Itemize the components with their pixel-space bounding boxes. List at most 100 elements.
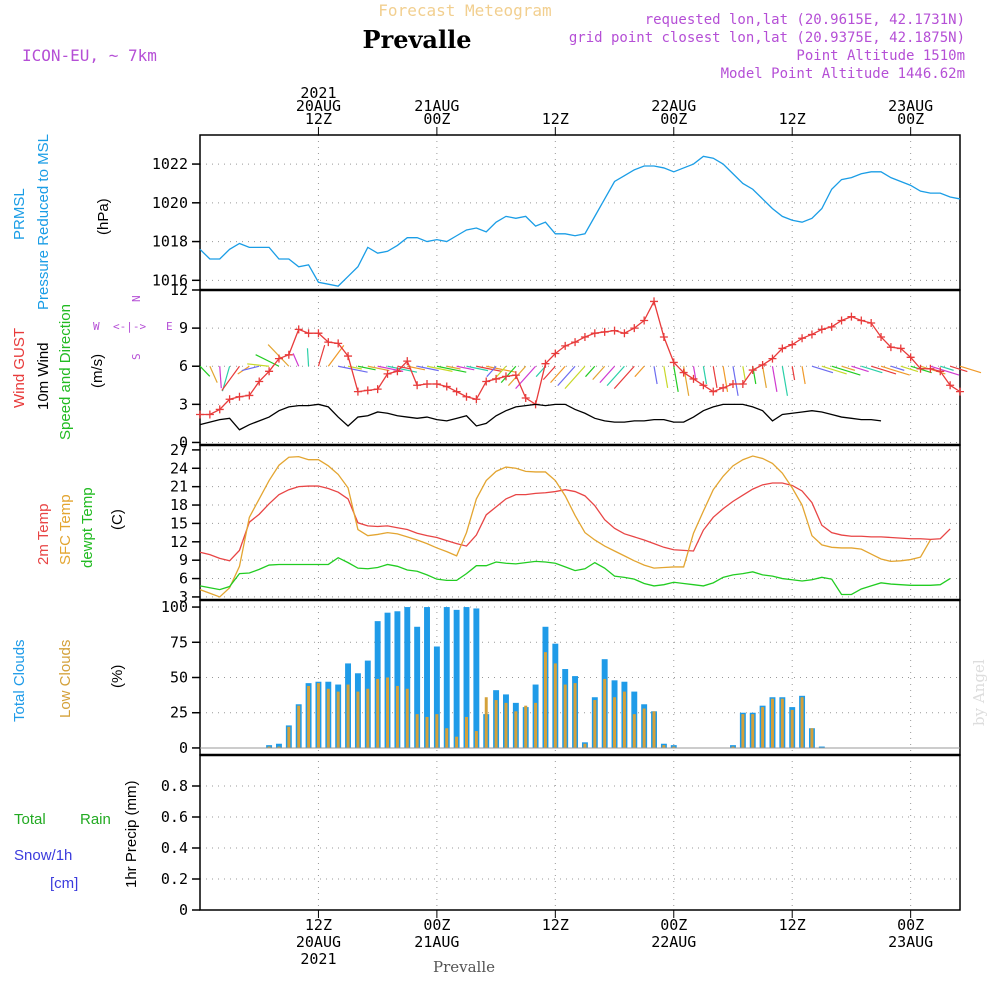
wind-arrow xyxy=(663,366,669,389)
compass-w: W xyxy=(93,320,100,333)
low-cloud-bar xyxy=(800,697,804,748)
gust-marker xyxy=(916,364,925,373)
compass-n: N xyxy=(130,295,143,302)
low-cloud-bar xyxy=(405,688,409,748)
time-label-bottom: 12Z xyxy=(542,916,569,934)
gust-marker xyxy=(689,374,698,383)
wind-speed-line xyxy=(199,403,882,431)
low-cloud-bar xyxy=(652,711,656,748)
gust-marker xyxy=(709,387,718,396)
gust-marker xyxy=(610,326,619,335)
wind-arrow xyxy=(712,366,718,389)
10m-wind-label: 10m Wind xyxy=(35,342,52,410)
total-clouds-label: Total Clouds xyxy=(11,639,28,722)
pressure-label: Pressure Reduced to MSL xyxy=(35,134,52,310)
low-cloud-bar xyxy=(780,698,784,748)
wind-arrow xyxy=(357,365,376,371)
low-cloud-bar xyxy=(622,691,626,748)
gust-marker xyxy=(837,316,846,325)
low-cloud-bar xyxy=(277,746,281,748)
y-tick-label: 0 xyxy=(179,739,188,757)
gust-marker xyxy=(659,333,668,342)
low-cloud-bar xyxy=(386,677,390,748)
wind-arrow xyxy=(791,366,796,381)
wind-arrow xyxy=(870,365,897,375)
y-tick-label: 6 xyxy=(179,357,188,375)
ms-unit: (m/s) xyxy=(89,354,106,388)
compass-rose: N W E S <-|-> xyxy=(93,295,173,360)
panel-frame xyxy=(199,754,961,911)
y-tick-label: 3 xyxy=(179,588,188,606)
wind-arrow xyxy=(247,363,270,367)
gust-marker xyxy=(926,364,935,373)
y-tick-label: 1020 xyxy=(152,194,188,212)
total-cloud-bar xyxy=(424,607,430,748)
gust-marker xyxy=(492,374,501,383)
wind-arrow xyxy=(930,365,960,376)
gust-marker xyxy=(728,380,737,389)
low-cloud-bar xyxy=(790,709,794,748)
wind-arrow xyxy=(949,365,968,373)
low-cloud-bar xyxy=(346,684,350,748)
y-tick-label: 0.8 xyxy=(161,777,188,795)
gust-marker xyxy=(580,333,589,342)
hpa-unit: (hPa) xyxy=(95,198,112,235)
low-cloud-bar xyxy=(741,714,745,748)
total-cloud-bar xyxy=(266,745,273,748)
low-cloud-bar xyxy=(267,746,271,748)
wind-arrow xyxy=(811,365,834,374)
wind-arrow xyxy=(338,365,368,373)
low-cloud-bar xyxy=(316,683,320,748)
low-cloud-bar xyxy=(810,728,814,748)
total-label: Total xyxy=(14,811,46,828)
wind-arrow xyxy=(732,366,739,396)
wind-arrow xyxy=(446,365,461,370)
gust-marker xyxy=(393,367,402,376)
gust-marker xyxy=(472,395,481,404)
time-label-top: 23AUG xyxy=(888,97,933,115)
wind-arrow xyxy=(613,365,635,390)
wind-arrow xyxy=(476,365,502,372)
low-cloud-bar xyxy=(297,705,301,748)
wind-arrow xyxy=(959,365,982,374)
time-label-bottom: 23AUG xyxy=(888,933,933,951)
wind-arrow xyxy=(397,365,412,370)
time-label-top: 2021 xyxy=(300,84,336,102)
wind-arrow xyxy=(634,365,645,378)
wind-arrow xyxy=(486,365,497,378)
wind-arrow xyxy=(367,365,390,372)
wind-arrow xyxy=(683,366,690,396)
gust-marker xyxy=(640,316,649,325)
total-cloud-bar xyxy=(818,746,825,748)
low-cloud-bar xyxy=(632,714,636,748)
gust-marker xyxy=(452,387,461,396)
cm-label: [cm] xyxy=(50,875,78,892)
wind-arrow xyxy=(940,365,954,371)
gust-marker xyxy=(847,312,856,321)
total-cloud-bar xyxy=(404,607,411,748)
gust-marker xyxy=(590,329,599,338)
low-cloud-bar xyxy=(751,714,755,748)
forecast-meteogram-title: Forecast Meteogram xyxy=(378,1,551,20)
low-cloud-bar xyxy=(395,685,399,748)
time-label-bottom: 00Z xyxy=(423,916,450,934)
y-tick-label: 1018 xyxy=(152,233,188,251)
wind-arrow xyxy=(456,365,475,371)
requested-coords: requested lon,lat (20.9615E, 42.1731N) xyxy=(645,12,965,28)
y-tick-label: 21 xyxy=(170,478,188,496)
low-cloud-bar xyxy=(484,697,488,748)
wind-arrow xyxy=(426,365,453,372)
wind-arrow xyxy=(841,365,856,371)
low-cloud-bar xyxy=(336,691,340,748)
compass-e: E xyxy=(166,320,173,333)
gust-marker xyxy=(758,360,767,369)
gust-marker xyxy=(215,405,224,414)
wind-arrow xyxy=(585,365,596,378)
low-cloud-bar xyxy=(504,702,508,748)
gust-marker xyxy=(462,392,471,401)
total-cloud-bar xyxy=(433,646,440,748)
location-title: Prevalle xyxy=(363,25,472,54)
wind-arrow xyxy=(861,365,883,374)
gust-marker xyxy=(798,334,807,343)
